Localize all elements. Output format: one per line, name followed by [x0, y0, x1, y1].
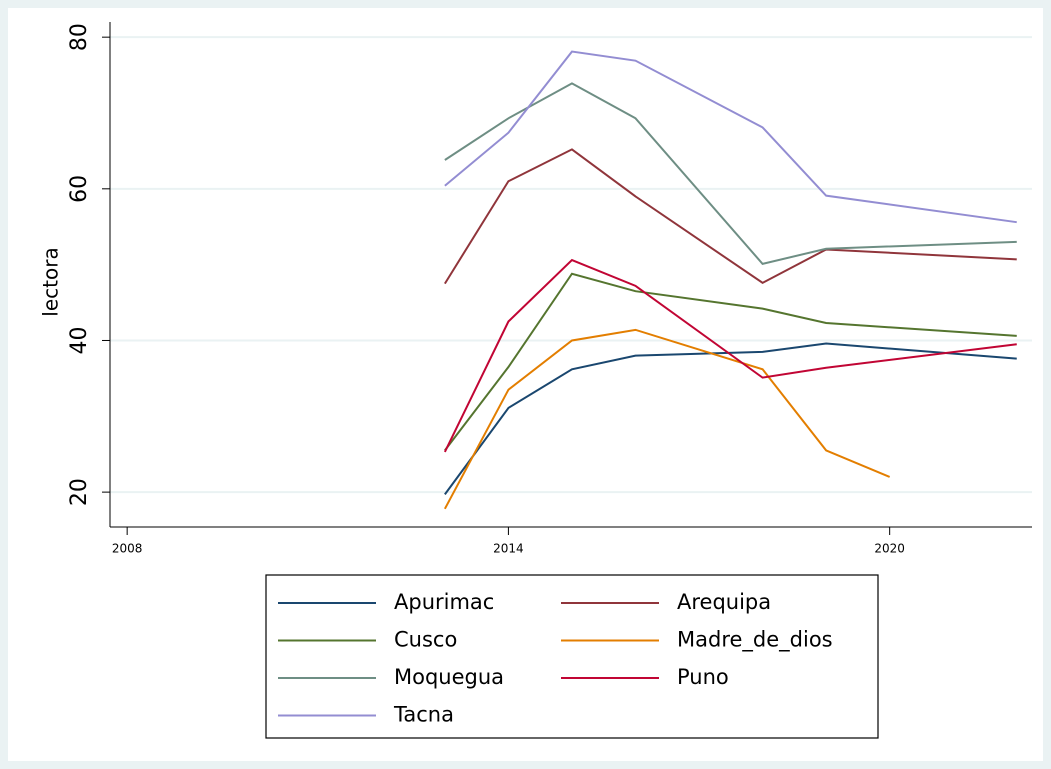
line — [444, 342, 1017, 495]
line — [443, 258, 1017, 453]
legend-label: Madre_de_dios — [677, 628, 833, 653]
line — [444, 272, 1017, 452]
y-tick-label: 80 — [67, 23, 92, 51]
y-tick-label: 20 — [67, 478, 92, 506]
x-tick-label: 2014 — [493, 542, 524, 556]
x-tick-label: 2020 — [874, 542, 905, 556]
legend-label: Apurimac — [394, 590, 494, 614]
line — [443, 328, 891, 510]
legend-label: Cusco — [394, 628, 457, 652]
y-tick-label: 40 — [67, 326, 92, 354]
y-axis-label: lectora — [39, 247, 63, 316]
legend-label: Tacna — [393, 703, 454, 727]
legend-box — [265, 574, 879, 739]
legend-label: Moquegua — [394, 665, 504, 689]
legend-label: Puno — [677, 665, 729, 689]
line — [444, 82, 1017, 265]
y-tick-label: 60 — [67, 175, 92, 203]
x-tick-label: 2008 — [112, 542, 143, 556]
line — [444, 50, 1017, 224]
legend-label: Arequipa — [677, 590, 771, 614]
